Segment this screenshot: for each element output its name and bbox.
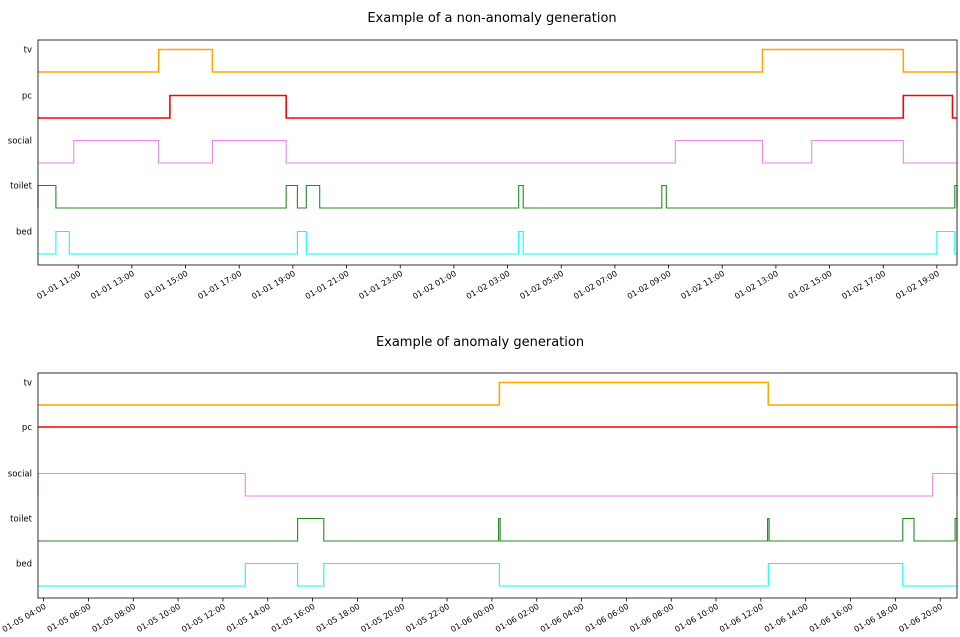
x-tick-label: 01-05 06:00 [46, 602, 93, 634]
x-tick-label: 01-05 20:00 [359, 602, 406, 634]
y-tick-label: social [8, 137, 32, 147]
x-tick-label: 01-06 16:00 [808, 602, 855, 634]
x-tick-label: 01-06 06:00 [584, 602, 631, 634]
x-axis-ticks: 01-01 11:00 01-01 13:00 01-01 15:00 01-01 1… [35, 265, 941, 301]
y-tick-label: toilet [10, 515, 32, 525]
x-tick-label: 01-06 04:00 [539, 602, 586, 634]
chart-top: Example of a non-anomaly generation tv pc… [8, 11, 958, 301]
x-tick-label: 01-05 16:00 [270, 602, 317, 634]
series-line-social [38, 139, 957, 164]
series-line-tv [38, 381, 957, 406]
x-tick-label: 01-01 19:00 [250, 269, 297, 301]
x-tick-label: 01-02 11:00 [679, 269, 726, 301]
x-tick-label: 01-02 13:00 [733, 269, 780, 301]
x-tick-label: 01-02 01:00 [411, 269, 458, 301]
x-tick-label: 01-06 20:00 [897, 602, 944, 634]
x-tick-label: 01-01 23:00 [357, 269, 404, 301]
series-line-toilet [38, 517, 958, 542]
x-tick-label: 01-02 07:00 [572, 269, 619, 301]
chart-title: Example of a non-anomaly generation [367, 11, 616, 26]
x-tick-label: 01-01 17:00 [196, 269, 243, 301]
x-tick-label: 01-06 02:00 [494, 602, 541, 634]
series-line-tv [38, 48, 957, 73]
x-tick-label: 01-02 09:00 [626, 269, 673, 301]
x-tick-label: 01-05 18:00 [315, 602, 362, 634]
series-line-bed [38, 230, 957, 255]
x-tick-label: 01-06 18:00 [853, 602, 900, 634]
lanes: tv pc social toilet bed [8, 379, 958, 587]
x-tick-label: 01-06 12:00 [718, 602, 765, 634]
series-line-social [37, 472, 958, 497]
y-tick-label: pc [22, 423, 32, 433]
series-line-pc [38, 94, 957, 119]
y-tick-label: tv [24, 46, 32, 56]
x-tick-label: 01-05 10:00 [135, 602, 182, 634]
x-tick-label: 01-05 12:00 [180, 602, 227, 634]
x-tick-label: 01-01 15:00 [143, 269, 190, 301]
x-tick-label: 01-05 08:00 [90, 602, 137, 634]
x-tick-label: 01-05 04:00 [1, 602, 48, 634]
x-tick-label: 01-01 11:00 [35, 269, 82, 301]
y-tick-label: toilet [10, 182, 32, 192]
x-tick-label: 01-06 14:00 [763, 602, 810, 634]
y-tick-label: tv [24, 379, 32, 389]
plot-frame [37, 372, 958, 599]
y-tick-label: social [8, 470, 32, 480]
x-tick-label: 01-02 19:00 [894, 269, 941, 301]
x-tick-label: 01-06 10:00 [673, 602, 720, 634]
y-tick-label: bed [16, 228, 32, 238]
x-tick-label: 01-02 17:00 [840, 269, 887, 301]
series-line-toilet [37, 184, 958, 209]
x-tick-label: 01-06 00:00 [449, 602, 496, 634]
chart-bottom: Example of anomaly generation tv pc social… [1, 335, 958, 634]
x-tick-label: 01-02 15:00 [787, 269, 834, 301]
x-tick-label: 01-05 14:00 [225, 602, 272, 634]
y-tick-label: pc [22, 92, 32, 102]
x-tick-label: 01-02 05:00 [518, 269, 565, 301]
y-tick-label: bed [16, 560, 32, 570]
x-tick-label: 01-05 22:00 [404, 602, 451, 634]
x-tick-label: 01-06 08:00 [628, 602, 675, 634]
plot-frame [37, 39, 958, 266]
x-tick-label: 01-01 21:00 [304, 269, 351, 301]
series-line-bed [38, 562, 957, 587]
lanes: tv pc social toilet bed [8, 46, 958, 255]
x-tick-label: 01-01 13:00 [89, 269, 136, 301]
chart-title: Example of anomaly generation [376, 335, 584, 350]
x-tick-label: 01-02 03:00 [465, 269, 512, 301]
